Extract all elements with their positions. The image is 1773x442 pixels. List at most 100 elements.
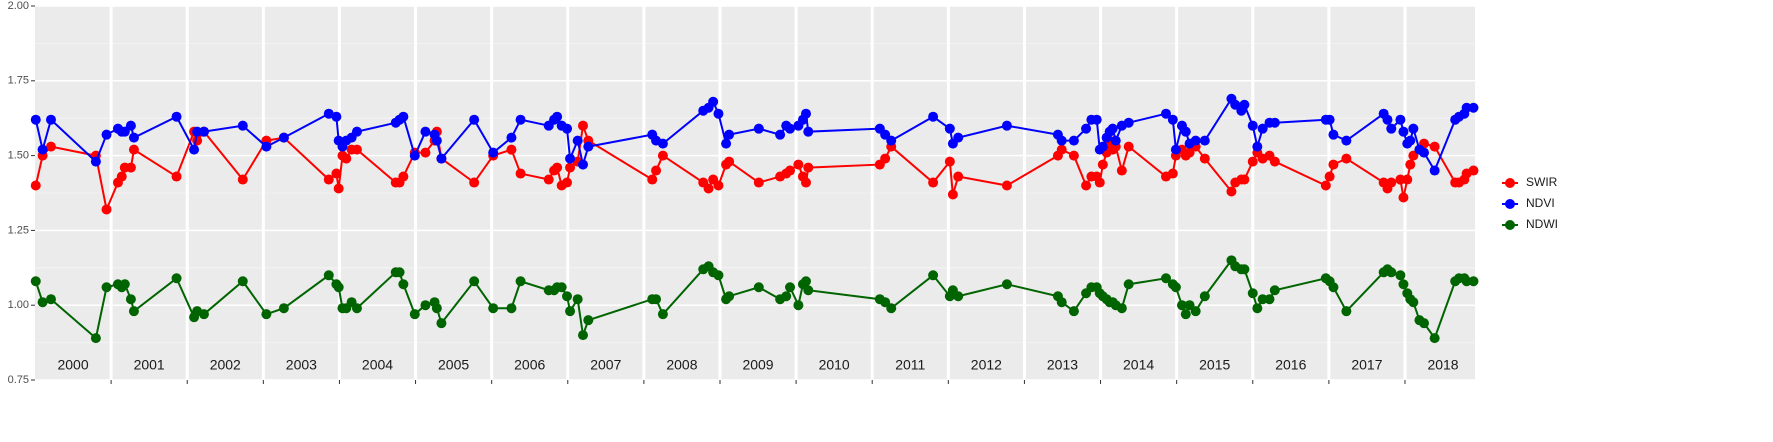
- point: [409, 150, 420, 161]
- point: [803, 162, 814, 173]
- point: [657, 138, 668, 149]
- point: [1429, 333, 1440, 344]
- point: [556, 282, 567, 293]
- point: [431, 135, 442, 146]
- point: [420, 147, 431, 158]
- year-label: 2010: [819, 357, 850, 373]
- point: [101, 204, 112, 215]
- point: [116, 171, 127, 182]
- point: [37, 144, 48, 155]
- point: [515, 114, 526, 125]
- point: [1199, 153, 1210, 164]
- point: [1395, 174, 1406, 185]
- point: [1081, 123, 1092, 134]
- point: [341, 153, 352, 164]
- point: [572, 135, 583, 146]
- point: [1405, 135, 1416, 146]
- point: [237, 276, 248, 287]
- point: [1395, 114, 1406, 125]
- point: [1341, 306, 1352, 317]
- point: [1341, 135, 1352, 146]
- point: [565, 162, 576, 173]
- point: [37, 297, 48, 308]
- point: [333, 183, 344, 194]
- point: [1269, 117, 1280, 128]
- point: [278, 132, 289, 143]
- point: [803, 285, 814, 296]
- point: [565, 306, 576, 317]
- point: [469, 114, 480, 125]
- point: [1056, 144, 1067, 155]
- point: [800, 276, 811, 287]
- point: [101, 129, 112, 140]
- point: [261, 309, 272, 320]
- point: [1167, 114, 1178, 125]
- year-label: 2008: [666, 357, 697, 373]
- point: [1190, 135, 1201, 146]
- point: [928, 177, 939, 188]
- point: [1468, 276, 1479, 287]
- y-tick-label: 1.00: [8, 299, 29, 311]
- point: [30, 114, 41, 125]
- point: [1257, 294, 1268, 305]
- point: [713, 180, 724, 191]
- point: [1180, 126, 1191, 137]
- point: [1247, 156, 1258, 167]
- point: [1226, 186, 1237, 197]
- point: [128, 144, 139, 155]
- point: [506, 303, 517, 314]
- point: [398, 111, 409, 122]
- point: [1419, 147, 1430, 158]
- point: [1180, 309, 1191, 320]
- point: [1429, 141, 1440, 152]
- year-label: 2009: [742, 357, 773, 373]
- point: [1398, 192, 1409, 203]
- year-label: 2011: [895, 357, 925, 373]
- point: [1116, 165, 1127, 176]
- point: [1386, 123, 1397, 134]
- point: [724, 156, 735, 167]
- point: [323, 108, 334, 119]
- point: [886, 135, 897, 146]
- point: [657, 309, 668, 320]
- year-label: 2006: [514, 357, 545, 373]
- point: [562, 177, 573, 188]
- point: [1068, 135, 1079, 146]
- point: [515, 276, 526, 287]
- point: [1239, 174, 1250, 185]
- point: [1123, 279, 1134, 290]
- point: [1324, 114, 1335, 125]
- point: [928, 270, 939, 281]
- year-label: 2003: [286, 357, 317, 373]
- point: [45, 114, 56, 125]
- point: [192, 126, 203, 137]
- point: [1408, 123, 1419, 134]
- point: [552, 162, 563, 173]
- point: [394, 267, 405, 278]
- point: [1429, 165, 1440, 176]
- point: [947, 189, 958, 200]
- point: [1176, 300, 1187, 311]
- point: [333, 282, 344, 293]
- point: [506, 132, 517, 143]
- point: [351, 144, 362, 155]
- legend-label: NDVI: [1526, 196, 1555, 210]
- point: [420, 126, 431, 137]
- point: [1068, 150, 1079, 161]
- point: [543, 174, 554, 185]
- year-label: 2001: [134, 357, 165, 373]
- point: [1395, 270, 1406, 281]
- point: [944, 123, 955, 134]
- point: [1382, 114, 1393, 125]
- point: [1107, 123, 1118, 134]
- year-label: 2015: [1199, 357, 1230, 373]
- point: [753, 177, 764, 188]
- point: [1110, 135, 1121, 146]
- point: [1405, 159, 1416, 170]
- y-tick-label: 1.25: [8, 224, 29, 236]
- point: [90, 156, 101, 167]
- point: [928, 111, 939, 122]
- year-label: 2000: [57, 357, 88, 373]
- point: [1264, 294, 1275, 305]
